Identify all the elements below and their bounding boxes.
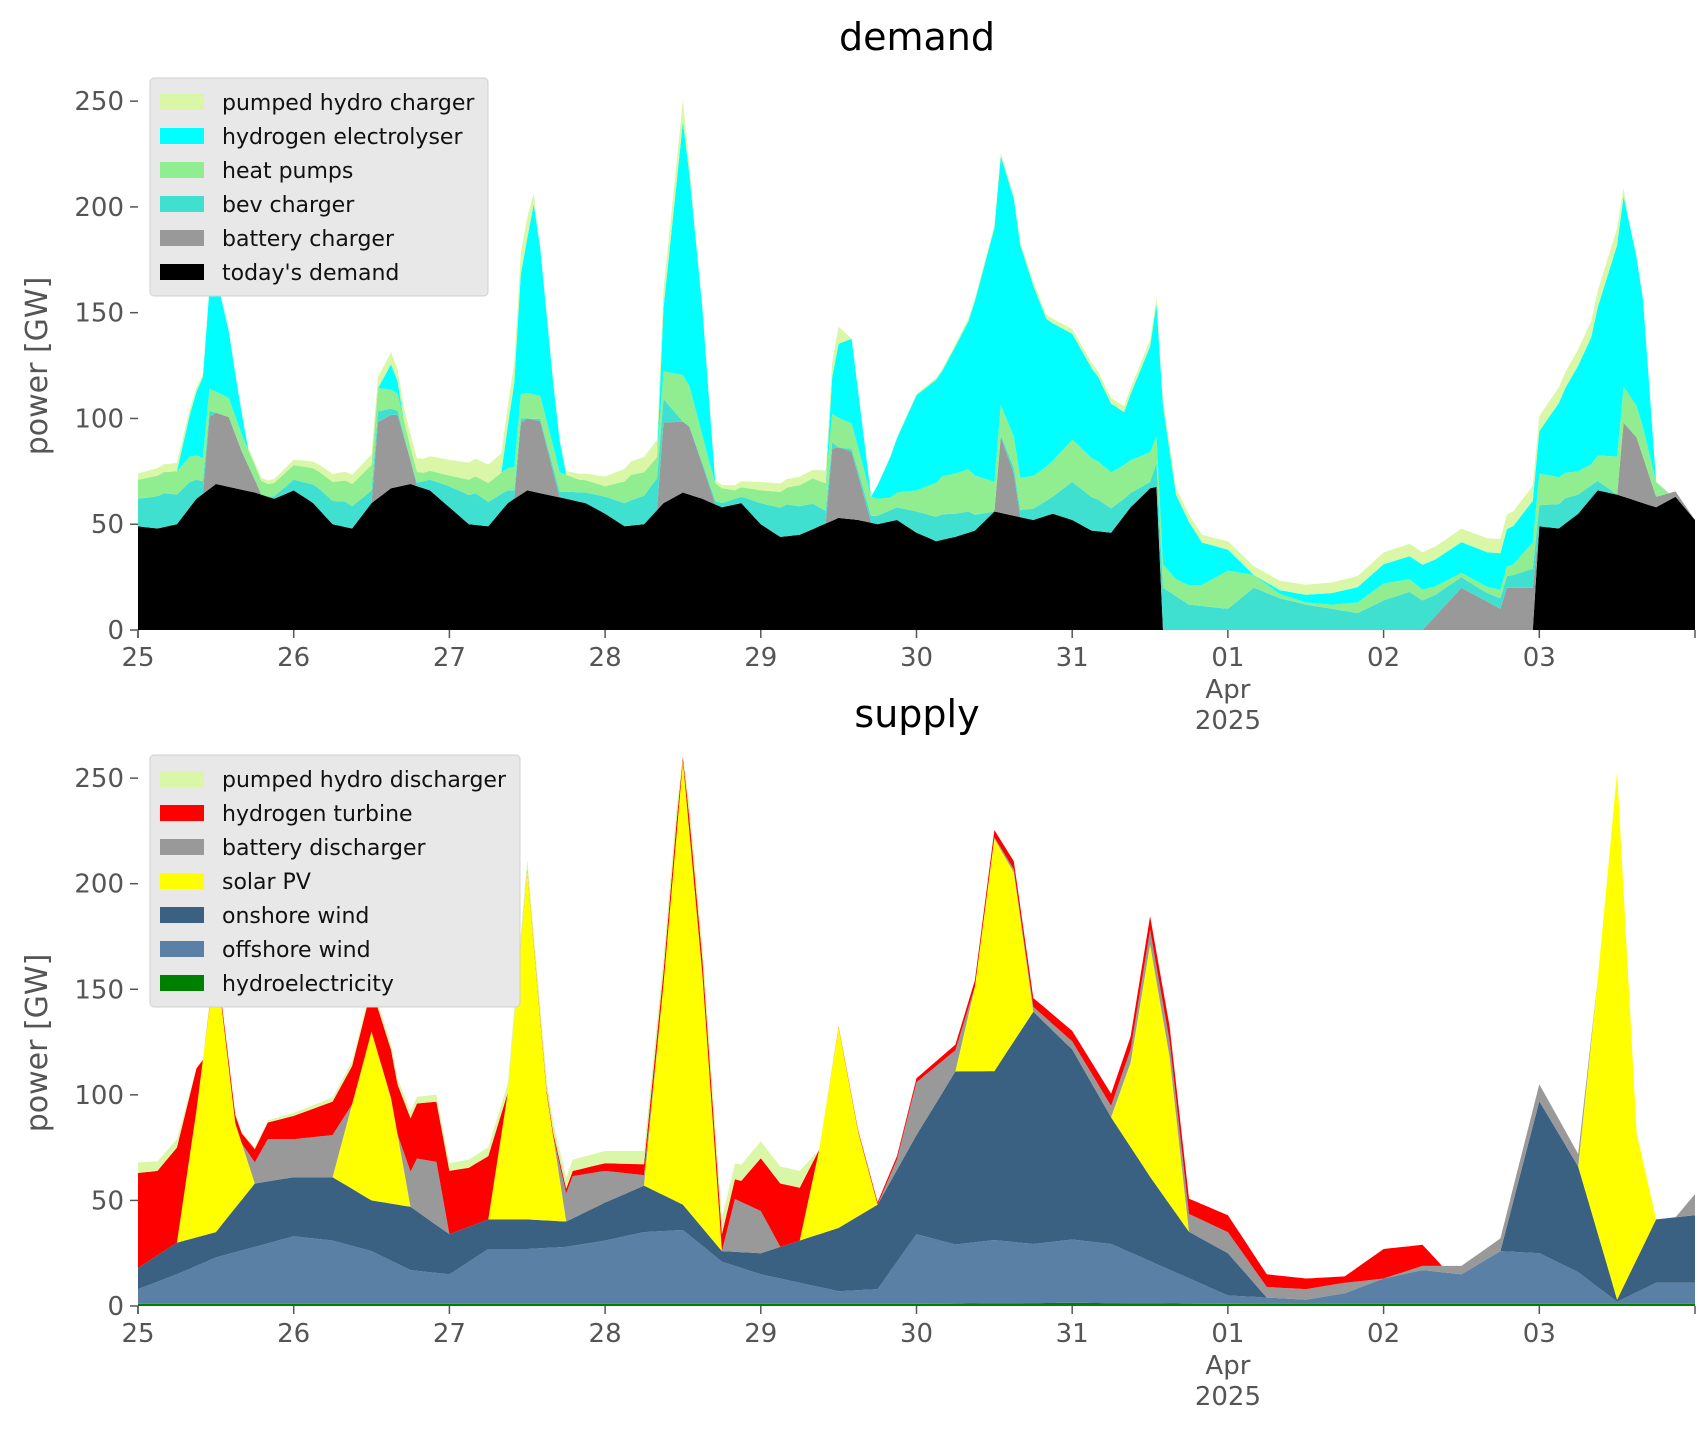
area-series-solar-pv [138, 761, 1695, 1300]
x-tick-label: 29 [744, 1319, 777, 1349]
y-axis-label: power [GW] [20, 277, 55, 456]
area-layer [138, 757, 1695, 1306]
y-tick-label: 250 [74, 87, 124, 117]
legend-label: today's demand [222, 261, 399, 286]
legend-swatch [160, 907, 204, 923]
chart-title: supply [854, 692, 979, 736]
y-tick-label: 200 [74, 870, 124, 900]
legend-swatch [160, 839, 204, 855]
legend-swatch [160, 975, 204, 991]
legend-swatch [160, 196, 204, 212]
legend: pumped hydro charger hydrogen electrolyse… [149, 77, 489, 297]
chart-title: demand [839, 15, 995, 59]
area-series-hydroelectricity [138, 1302, 1695, 1306]
area-series-battery-charger [138, 412, 1695, 630]
y-tick-label: 50 [91, 1186, 124, 1216]
area-layer [138, 100, 1695, 630]
y-axis-label: power [GW] [20, 954, 55, 1133]
legend-label: offshore wind [222, 938, 371, 963]
x-tick-month-label: Apr [1205, 675, 1250, 705]
demand-panel: demand power [GW] 0 50 100 150 200 250 25 26 27… [20, 15, 1696, 736]
x-tick-label: 26 [277, 1319, 310, 1349]
legend-label: onshore wind [222, 904, 369, 929]
legend-label: heat pumps [222, 159, 353, 184]
area-series-bev-charger [138, 398, 1695, 630]
legend-swatch [160, 230, 204, 246]
legend-swatch [160, 94, 204, 110]
legend-box [149, 77, 489, 297]
legend-swatch [160, 771, 204, 787]
x-tick-year-label: 2025 [1195, 1382, 1261, 1412]
area-series-today-s-demand [138, 484, 1695, 630]
y-tick-label: 150 [74, 299, 124, 329]
legend-label: hydroelectricity [222, 972, 394, 997]
y-tick-label: 0 [107, 1292, 124, 1322]
x-tick-label: 27 [433, 1319, 466, 1349]
x-tick-label: 03 [1523, 1319, 1556, 1349]
x-tick-month-label: Apr [1205, 1351, 1250, 1381]
y-tick-label: 200 [74, 193, 124, 223]
area-series-onshore-wind [138, 1011, 1695, 1302]
legend-box [149, 754, 521, 1008]
legend-label: battery discharger [222, 836, 427, 861]
legend-swatch [160, 805, 204, 821]
supply-panel: supply power [GW] 0 50 100 150 200 250 25 26 27… [20, 692, 1696, 1412]
legend-swatch [160, 264, 204, 280]
legend-label: hydrogen electrolyser [222, 125, 463, 150]
x-tick-label: 25 [121, 1319, 154, 1349]
legend-label: pumped hydro discharger [222, 768, 507, 793]
area-series-heat-pumps [138, 371, 1695, 614]
x-tick-year-label: 2025 [1195, 706, 1261, 736]
x-tick-label: 01 [1211, 1319, 1244, 1349]
y-tick-label: 100 [74, 404, 124, 434]
y-axis: 0 50 100 150 200 250 [74, 764, 138, 1322]
x-tick-label: 25 [121, 643, 154, 673]
y-tick-label: 50 [91, 510, 124, 540]
y-tick-label: 250 [74, 764, 124, 794]
x-tick-label: 30 [900, 643, 933, 673]
legend: pumped hydro discharger hydrogen turbine b… [149, 754, 521, 1008]
y-axis: 0 50 100 150 200 250 [74, 87, 138, 646]
legend-swatch [160, 128, 204, 144]
x-tick-label: 28 [589, 1319, 622, 1349]
x-tick-label: 27 [433, 643, 466, 673]
legend-label: hydrogen turbine [222, 802, 413, 827]
legend-swatch [160, 162, 204, 178]
x-tick-label: 31 [1056, 1319, 1089, 1349]
x-tick-label: 31 [1056, 643, 1089, 673]
area-series-hydrogen-electrolyser [138, 121, 1695, 605]
x-tick-label: 02 [1367, 643, 1400, 673]
y-tick-label: 150 [74, 975, 124, 1005]
x-tick-label: 03 [1523, 643, 1556, 673]
x-tick-label: 29 [744, 643, 777, 673]
x-tick-label: 26 [277, 643, 310, 673]
x-tick-label: 28 [589, 643, 622, 673]
legend-label: battery charger [222, 227, 395, 252]
area-series-offshore-wind [138, 1230, 1695, 1304]
legend-label: pumped hydro charger [222, 91, 475, 116]
x-tick-label: 02 [1367, 1319, 1400, 1349]
x-tick-label: 30 [900, 1319, 933, 1349]
y-tick-label: 100 [74, 1081, 124, 1111]
x-tick-label: 01 [1211, 643, 1244, 673]
y-tick-label: 0 [107, 616, 124, 646]
area-series-pumped-hydro-charger [138, 100, 1695, 595]
legend-swatch [160, 873, 204, 889]
legend-label: bev charger [222, 193, 355, 218]
legend-label: solar PV [222, 870, 311, 895]
legend-swatch [160, 941, 204, 957]
